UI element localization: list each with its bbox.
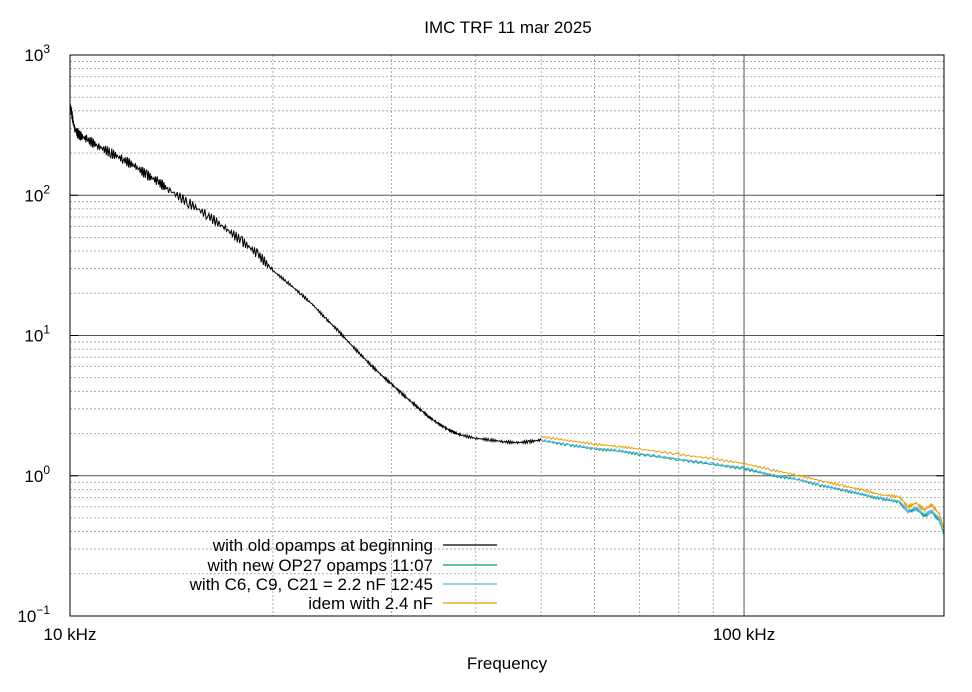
x-tick-labels: 10 kHz 100 kHz — [44, 625, 776, 644]
y-tick-label: 103 — [24, 42, 50, 65]
chart-title: IMC TRF 11 mar 2025 — [424, 18, 592, 37]
series-line — [540, 439, 945, 535]
y-tick-label: 10−1 — [17, 603, 50, 626]
series-line — [540, 436, 945, 529]
x-tick-label: 100 kHz — [713, 625, 775, 644]
x-axis-label: Frequency — [467, 654, 548, 673]
grid — [70, 55, 944, 616]
legend-label: idem with 2.4 nF — [308, 594, 433, 613]
x-tick-label: 10 kHz — [44, 625, 97, 644]
series-line — [540, 438, 945, 534]
series-line — [69, 103, 542, 446]
series-layer — [69, 103, 945, 535]
y-tick-labels: 10−1 100 101 102 103 — [17, 42, 944, 626]
legend-label: with C6, C9, C21 = 2.2 nF 12:45 — [189, 575, 433, 594]
y-tick-label: 102 — [24, 182, 50, 205]
legend-label: with new OP27 opamps 11:07 — [206, 556, 433, 575]
legend-label: with old opamps at beginning — [212, 536, 433, 555]
y-tick-label: 100 — [24, 463, 50, 486]
y-tick-label: 101 — [24, 323, 50, 346]
